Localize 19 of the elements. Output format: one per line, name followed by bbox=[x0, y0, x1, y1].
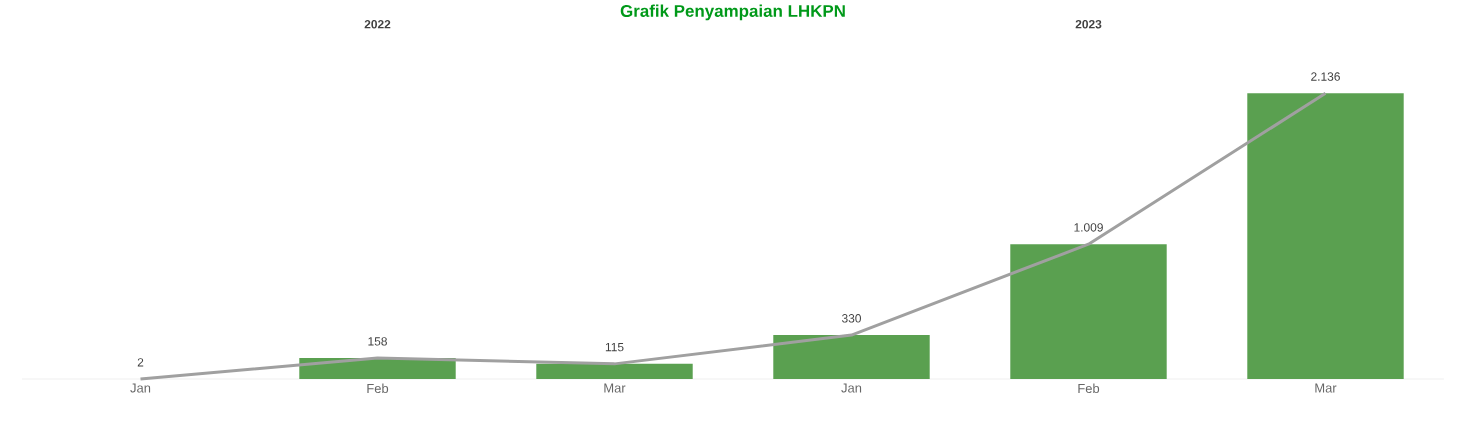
chart-title: Grafik Penyampaian LHKPN bbox=[620, 4, 845, 21]
x-tick-label: Jan bbox=[841, 383, 862, 393]
x-tick-label: Feb bbox=[367, 383, 389, 394]
x-tick-label: Mar bbox=[1315, 383, 1337, 393]
bar bbox=[536, 363, 693, 379]
data-label: 2 bbox=[137, 358, 144, 367]
text: 2023 bbox=[1075, 20, 1102, 29]
bar bbox=[1010, 244, 1167, 379]
data-label: 330 bbox=[841, 314, 861, 323]
data-label: 1.009 bbox=[1074, 223, 1103, 232]
data-label: 158 bbox=[368, 337, 387, 346]
x-tick-label: Mar bbox=[604, 383, 626, 393]
bar bbox=[773, 335, 930, 379]
data-label: 115 bbox=[605, 343, 624, 352]
data-label: 2.136 bbox=[1311, 72, 1340, 81]
x-tick-label: Feb bbox=[1078, 383, 1100, 394]
bar bbox=[1247, 93, 1404, 379]
x-tick-label: Jan bbox=[130, 383, 151, 393]
text: 2022 bbox=[364, 20, 391, 29]
